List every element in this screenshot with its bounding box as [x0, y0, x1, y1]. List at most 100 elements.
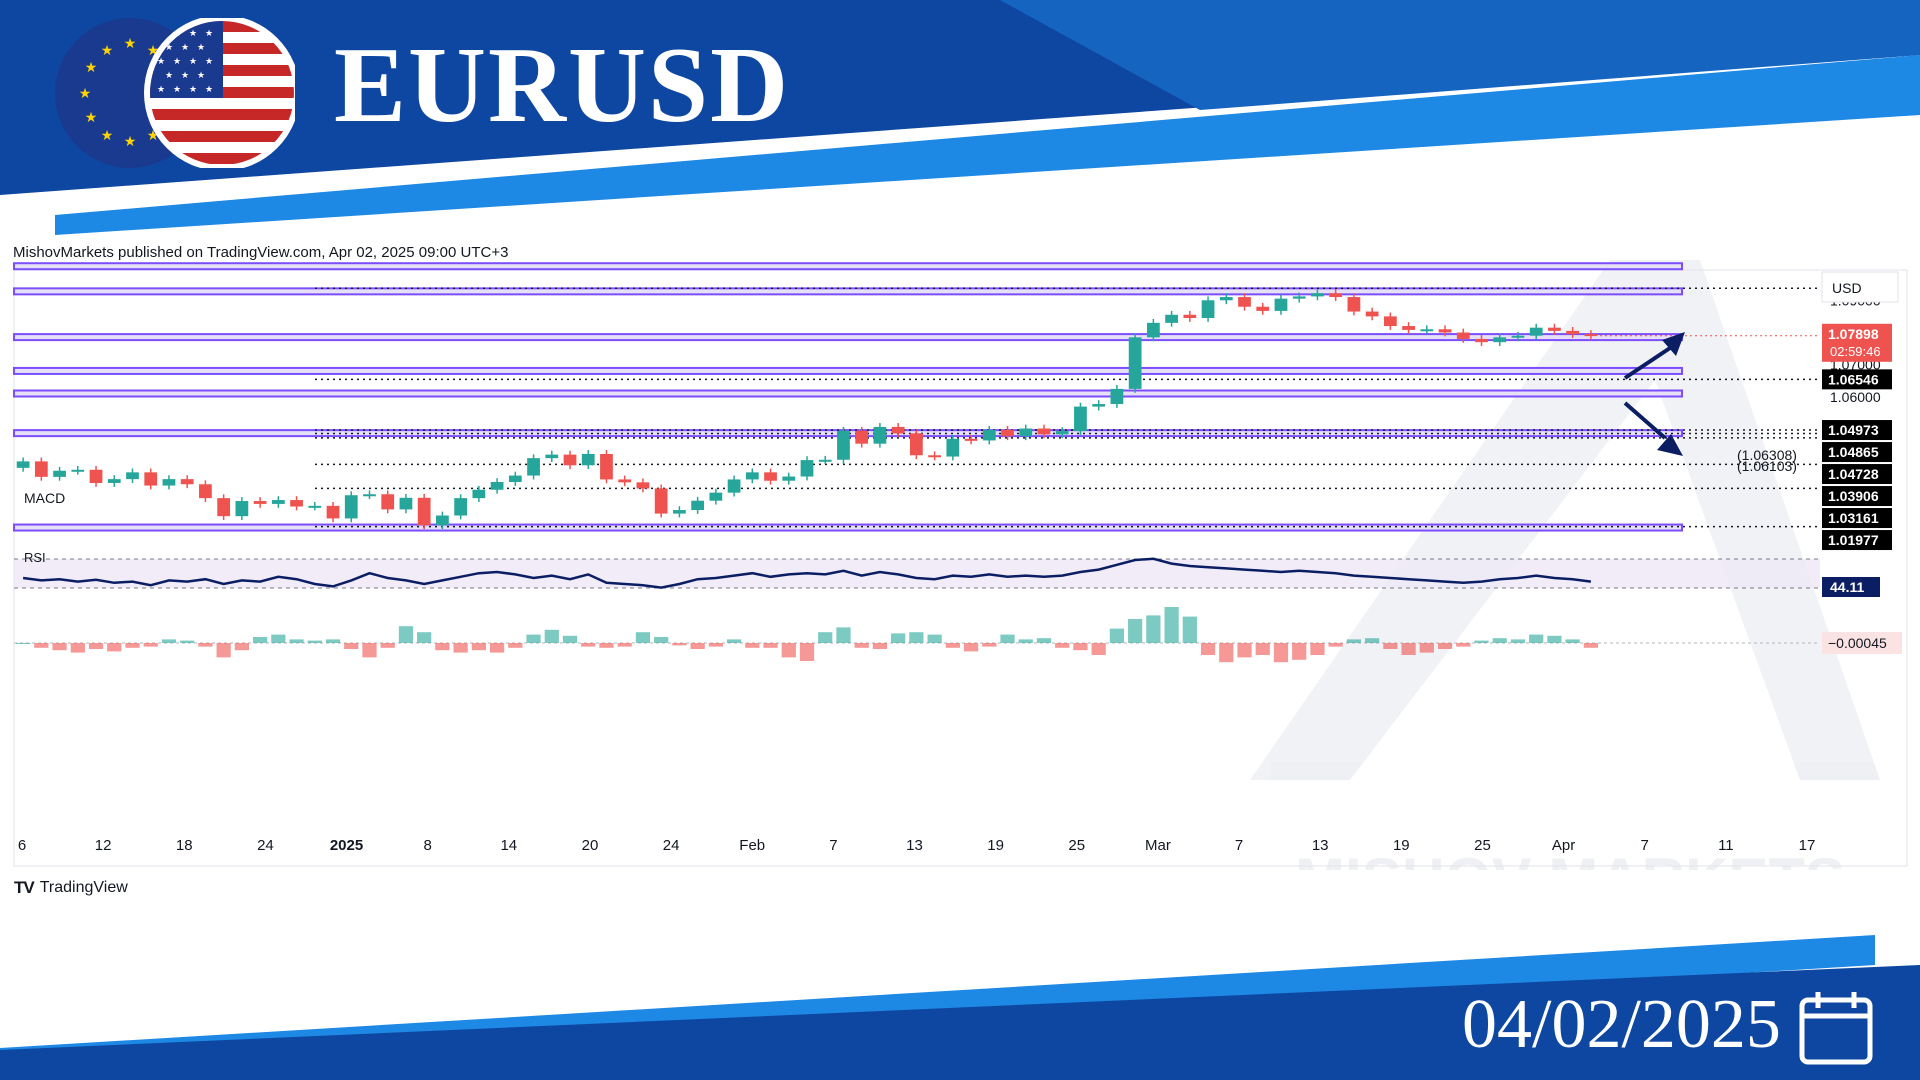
macd-bar — [963, 643, 979, 652]
x-tick-label: Apr — [1552, 837, 1575, 854]
candle-body — [308, 505, 322, 508]
macd-bar — [489, 643, 505, 653]
macd-bar — [708, 643, 723, 647]
macd-label: MACD — [24, 490, 65, 506]
y-axis: 1.090001.070001.060001.093741.065461.049… — [1737, 271, 1899, 551]
us-flag-icon: ★★★★ ★★★ ★★★★ ★★★ ★★★★ — [144, 18, 295, 168]
level-label-2: 1.04973 — [1828, 422, 1879, 438]
macd-bar — [927, 634, 942, 643]
candle-body — [1037, 428, 1051, 435]
svg-text:★: ★ — [101, 43, 114, 59]
macd-bar — [107, 643, 122, 652]
level-label-6: 1.03161 — [1828, 510, 1879, 526]
macd-bar — [508, 643, 523, 648]
y-axis-label: 1.06000 — [1830, 389, 1881, 405]
header-banner-accent — [1000, 0, 1920, 110]
arrows-layer — [1623, 332, 1685, 456]
macd-bar — [1164, 607, 1179, 643]
x-tick-label: 8 — [424, 837, 432, 854]
level-label-box-1 — [1822, 369, 1892, 390]
macd-bar — [1219, 643, 1234, 663]
candle-body — [1420, 329, 1434, 332]
candle-body — [764, 472, 777, 481]
macd-bar — [854, 643, 869, 648]
svg-text:★: ★ — [157, 57, 165, 67]
level-label-box-5 — [1822, 486, 1892, 507]
candle-body — [363, 494, 376, 497]
svg-text:★: ★ — [189, 85, 197, 95]
x-tick-label: 19 — [1393, 837, 1410, 854]
candle-body — [1329, 293, 1343, 298]
candle-body — [107, 479, 121, 483]
candle-body — [1493, 337, 1507, 343]
x-tick-label: 7 — [829, 837, 837, 854]
currency-box — [1821, 271, 1899, 303]
macd-bar — [617, 643, 632, 647]
macd-bar — [180, 640, 195, 643]
macd-bar — [781, 643, 796, 658]
x-tick-label: 13 — [1312, 837, 1329, 854]
svg-text:★: ★ — [85, 110, 98, 126]
candle-body — [71, 469, 85, 472]
svg-text:★: ★ — [124, 36, 137, 52]
candle-body — [417, 497, 431, 526]
level-label-3: 1.04865 — [1828, 444, 1879, 460]
rsi-band — [14, 559, 1820, 588]
macd-bar — [1091, 643, 1106, 655]
candle-body — [1001, 429, 1014, 437]
candle-body — [253, 501, 267, 504]
candle-body — [600, 453, 613, 480]
macd-bar — [271, 634, 286, 643]
candle-body — [53, 470, 66, 477]
candle-body — [180, 479, 194, 485]
rsi-value-box — [1822, 577, 1880, 597]
macd-bar — [599, 643, 614, 648]
candle-body — [563, 454, 577, 466]
candle-body — [800, 460, 814, 477]
candle-body — [381, 494, 395, 510]
macd-bar — [581, 643, 596, 647]
current-price-label: 1.07898 — [1828, 326, 1879, 342]
macd-bar — [453, 643, 468, 653]
macd-bar — [1018, 639, 1033, 643]
x-tick-label: 19 — [987, 837, 1004, 854]
calendar-icon — [1799, 992, 1873, 1065]
macd-bar — [1109, 628, 1125, 643]
macd-bar — [143, 643, 158, 647]
level-label-7: 1.01977 — [1828, 532, 1879, 548]
level-label-box-7 — [1822, 530, 1892, 551]
candle-body — [1110, 388, 1124, 405]
svg-text:★: ★ — [181, 43, 189, 53]
candle-body — [490, 482, 504, 490]
candle-body — [636, 482, 650, 489]
svg-text:★: ★ — [173, 57, 181, 67]
candle-body — [1311, 293, 1324, 297]
candle-body — [891, 426, 905, 434]
svg-text:★: ★ — [101, 128, 114, 144]
macd-bar — [161, 639, 177, 643]
arrow-down-icon — [1623, 401, 1683, 456]
macd-bar — [1055, 643, 1070, 648]
rsi-value: 44.11 — [1830, 579, 1864, 595]
svg-text:★: ★ — [181, 71, 189, 81]
svg-text:★: ★ — [205, 57, 213, 67]
candle-body — [271, 500, 285, 504]
x-tick-label: 14 — [500, 837, 517, 854]
macd-bar — [1237, 643, 1252, 658]
macd-bar — [763, 643, 778, 648]
x-tick-label: 17 — [1799, 837, 1816, 854]
candle-body — [1584, 334, 1598, 337]
rsi-panel: RSI 44.11 — [14, 550, 1880, 597]
candle-body — [982, 429, 996, 441]
candle-body — [144, 472, 158, 486]
macd-bar — [16, 643, 31, 644]
macd-bar — [654, 637, 669, 643]
macd-bar — [562, 635, 578, 643]
zone-6 — [13, 523, 1683, 532]
macd-bar — [325, 639, 341, 643]
x-tick-label: 2025 — [330, 837, 363, 854]
macd-bar — [1310, 643, 1325, 655]
candle-body — [436, 515, 449, 526]
macd-bar — [726, 639, 742, 643]
